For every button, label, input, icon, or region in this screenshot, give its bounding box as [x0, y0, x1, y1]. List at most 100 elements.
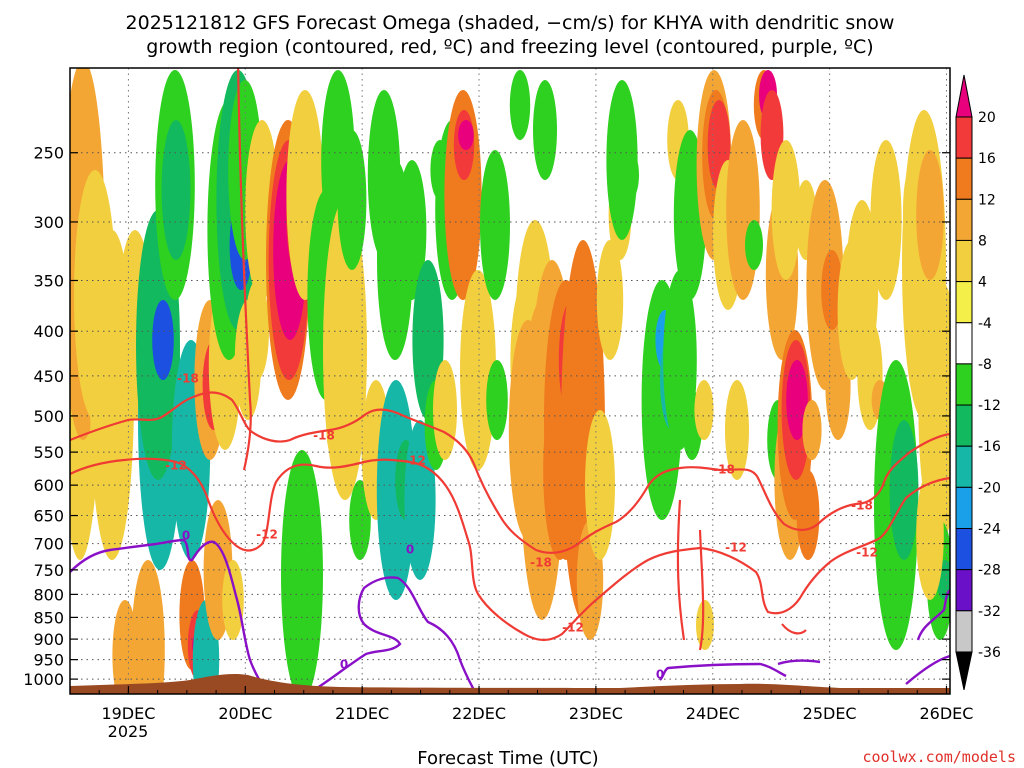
omega-shade-blob: [889, 420, 919, 560]
gridlines: [70, 68, 950, 694]
colorbar-swatch: [955, 322, 973, 365]
colorbar-swatch: [955, 239, 973, 283]
purple-contour-label: 0: [340, 658, 348, 672]
omega-shade-blob: [596, 240, 624, 360]
red-contour-label: -12: [165, 459, 187, 473]
omega-shade-blob: [404, 420, 436, 580]
y-tick-label: 600: [33, 476, 64, 495]
omega-shade-blob: [796, 470, 820, 560]
colorbar-label: 4: [978, 275, 987, 291]
x-tick-label: 23DEC: [569, 704, 623, 723]
y-tick-label: 800: [33, 585, 64, 604]
red-contour-label: -18: [313, 429, 335, 443]
x-axis: 19DEC 20DEC 21DEC 22DEC 23DEC 24DEC 25DEC 26DEC: [98, 686, 974, 723]
x-axis-title: Forecast Time (UTC): [417, 748, 598, 768]
x-tick-label: 22DEC: [452, 704, 506, 723]
x-tick-label: 20DEC: [218, 704, 272, 723]
colorbar-swatch: [955, 610, 973, 653]
y-tick-label: 550: [33, 443, 64, 462]
colorbar-label: -16: [978, 439, 1001, 455]
red-contour-label: -12: [562, 621, 584, 635]
omega-shading: [70, 68, 950, 694]
omega-shade-blob: [606, 80, 638, 240]
purple-contour-line: [777, 659, 821, 666]
x-year-label: 2025: [108, 722, 149, 741]
omega-shade-blob: [745, 220, 763, 270]
colorbar-swatch: [955, 528, 973, 571]
y-tick-label: 850: [33, 608, 64, 627]
omega-shade-blob: [433, 360, 457, 460]
red-contour-line: [70, 457, 950, 642]
omega-shade-blob: [486, 360, 508, 440]
omega-shade-blob: [397, 160, 427, 300]
x-tick-label: 24DEC: [686, 704, 740, 723]
omega-shade-blob: [152, 300, 174, 380]
colorbar-label: -32: [978, 604, 1001, 620]
omega-shade-blob: [222, 560, 244, 640]
y-tick-label: 1000: [23, 670, 64, 689]
y-tick-label: 900: [33, 630, 64, 649]
colorbar-swatch: [955, 198, 973, 241]
omega-shade-blob: [725, 380, 749, 480]
omega-shade-blob: [771, 140, 801, 280]
omega-shade-blob: [696, 600, 714, 650]
y-tick-label: 700: [33, 535, 64, 554]
omega-shade-blob: [460, 270, 496, 470]
red-contour-line: [237, 68, 252, 471]
purple-contour-label: 0: [656, 668, 664, 682]
omega-shade-blob: [621, 150, 639, 200]
colorbar-swatch: [955, 363, 973, 406]
omega-shade-blob: [131, 560, 165, 694]
colorbar-label: -28: [978, 563, 1001, 579]
y-tick-label: 500: [33, 407, 64, 426]
colorbar-label: 8: [978, 233, 987, 249]
colorbar-swatch: [955, 486, 973, 530]
chart-title-line-2: growth region (contoured, red, ºC) and f…: [146, 36, 873, 58]
purple-contour-line: [659, 662, 787, 681]
dendritic-growth-contours: -18 -18 -18 -18 -18 -12 -12 -12 -12 -12 -12: [70, 68, 950, 651]
red-contour-line: [781, 623, 807, 635]
surface-terrain: [70, 673, 950, 694]
omega-shade-blob: [458, 120, 474, 150]
colorbar-label: -4: [978, 316, 992, 332]
colorbar-swatch: [955, 281, 973, 324]
colorbar-swatch: [955, 445, 973, 488]
omega-shade-blob: [112, 600, 138, 694]
colorbar-label: 12: [978, 192, 996, 208]
red-contour-label: -18: [530, 556, 552, 570]
credit-text: coolwx.com/models: [862, 748, 1016, 766]
red-contour-label: -12: [725, 541, 747, 555]
purple-contour-line: [905, 654, 950, 685]
colorbar-label: 20: [978, 110, 996, 126]
colorbar-bottom-arrow: [955, 651, 973, 691]
red-contour-label: -12: [856, 546, 878, 560]
y-tick-label: 650: [33, 507, 64, 526]
y-tick-label: 950: [33, 651, 64, 670]
y-tick-label: 350: [33, 271, 64, 290]
y-tick-label: 300: [33, 213, 64, 232]
red-contour-line: [698, 529, 705, 651]
colorbar-swatch: [955, 157, 973, 200]
omega-shade-blob: [802, 400, 822, 460]
colorbar-top-arrow: [955, 74, 973, 118]
colorbar-swatch: [955, 569, 973, 612]
purple-contour-line: [70, 538, 267, 691]
omega-shade-blob: [245, 280, 269, 380]
omega-shade-blob: [337, 130, 367, 270]
omega-shade-blob: [821, 250, 843, 330]
omega-shade-blob: [726, 120, 760, 300]
omega-shade-blob: [533, 80, 557, 180]
colorbar-swatch: [955, 116, 973, 159]
y-tick-label: 450: [33, 367, 64, 386]
red-contour-line: [70, 391, 950, 554]
x-tick-label: 25DEC: [803, 704, 857, 723]
red-contour-label: -18: [851, 499, 873, 513]
colorbar-label: -20: [978, 480, 1001, 496]
x-tick-label: 26DEC: [920, 704, 974, 723]
x-tick-label: 19DEC: [101, 704, 155, 723]
colorbar-label: -36: [978, 645, 1001, 661]
red-contour-label: -18: [713, 463, 735, 477]
omega-shade-blob: [786, 360, 808, 440]
plot-area: -18 -18 -18 -18 -18 -12 -12 -12 -12 -12 -12 0 0 0 0: [70, 68, 950, 694]
